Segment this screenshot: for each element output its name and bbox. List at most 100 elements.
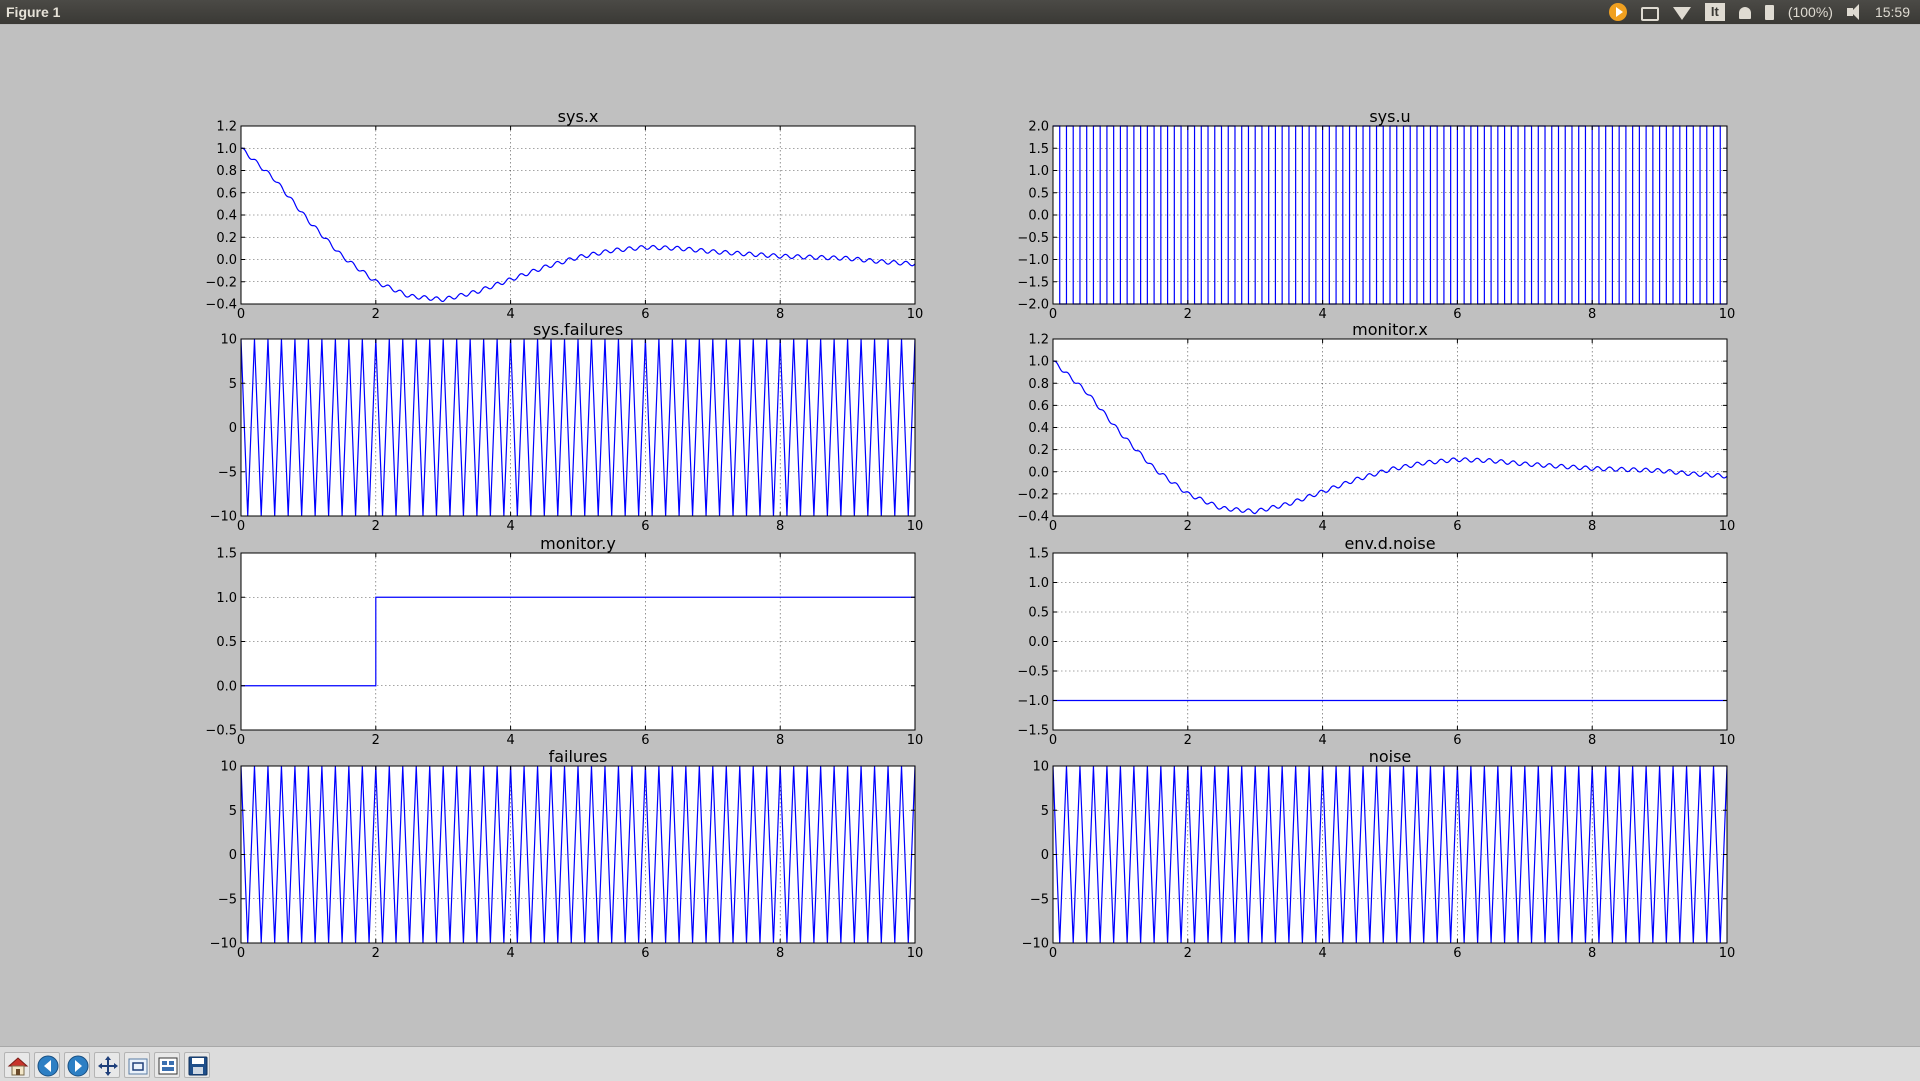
y-tick-label: 0.2	[216, 231, 237, 246]
x-tick-label: 0	[237, 519, 245, 534]
y-tick-label: 1.5	[1028, 547, 1049, 562]
x-tick-label: 10	[1719, 307, 1736, 322]
y-tick-label: 0.5	[1028, 606, 1049, 621]
x-tick-label: 8	[1588, 946, 1596, 961]
x-tick-label: 10	[907, 519, 924, 534]
subplot-sys-x[interactable]: 0 2 4 6 8 10 −0.4 −0.2 0.0 0.2 0.4 0.6 0.8 1.0 1.2 sys.…	[205, 107, 923, 322]
data-line-monitor-x	[1053, 360, 1727, 515]
subplots-icon	[158, 1057, 178, 1075]
home-icon	[7, 1057, 29, 1076]
y-tick-label: −0.2	[205, 275, 237, 290]
x-tick-label: 8	[776, 307, 784, 322]
y-tick-label: −1.0	[1017, 694, 1049, 709]
x-tick-label: 2	[372, 946, 380, 961]
x-tick-label: 0	[1049, 519, 1057, 534]
x-tick-label: 2	[372, 519, 380, 534]
x-tick-label: 8	[776, 733, 784, 748]
x-tick-label: 4	[506, 519, 514, 534]
y-tick-label: −10	[1022, 937, 1049, 952]
y-tick-label: 1.5	[216, 547, 237, 562]
y-tick-label: −0.4	[205, 298, 237, 313]
y-tick-label: −0.4	[1017, 510, 1049, 525]
system-tray: It (100%) 15:59	[1608, 2, 1910, 22]
y-tick-label: 0.8	[1028, 377, 1049, 392]
y-tick-label: 1.0	[1028, 355, 1049, 370]
top-panel: Figure 1 It (100%) 15:59	[0, 0, 1920, 24]
x-tick-label: 8	[1588, 307, 1596, 322]
y-tick-label: −0.5	[205, 724, 237, 739]
x-tick-label: 10	[1719, 519, 1736, 534]
subplot-sys-u[interactable]: 0 2 4 6 8 10 −2.0 −1.5 −1.0 −0.5 0.0 0.5 1.0 1.5 2.0 sy…	[1017, 107, 1735, 322]
y-tick-label: −1.5	[1017, 724, 1049, 739]
subplot-title: monitor.y	[540, 534, 616, 553]
subplot-monitor-x[interactable]: 0 2 4 6 8 10 −0.4 −0.2 0.0 0.2 0.4 0.6 0.8 1.0 1.2 moni…	[1017, 320, 1735, 534]
wifi-icon[interactable]	[1672, 6, 1691, 20]
subplot-title: sys.x	[558, 107, 599, 126]
y-tick-label: 10	[220, 333, 237, 348]
x-tick-label: 4	[506, 307, 514, 322]
figure-svg: 0 2 4 6 8 10 −0.4 −0.2 0.0 0.2 0.4 0.6 0.8 1.0 1.2 sys.…	[205, 107, 1736, 961]
subplot-noise[interactable]: 0 2 4 6 8 10 −10 −5 0 5 10 noise	[1022, 747, 1736, 961]
subplot-monitor-y[interactable]: 0 2 4 6 8 10 −0.5 0.0 0.5 1.0 1.5 monitor.y	[205, 534, 923, 748]
clock[interactable]: 15:59	[1874, 4, 1910, 20]
y-tick-label: 0.0	[1028, 465, 1049, 480]
keyboard-layout-indicator[interactable]: It	[1704, 3, 1725, 21]
software-updater-icon[interactable]	[1608, 3, 1627, 21]
x-tick-label: 6	[1453, 307, 1461, 322]
subplot-title: sys.failures	[533, 320, 623, 339]
x-tick-label: 8	[776, 519, 784, 534]
x-tick-label: 2	[1184, 519, 1192, 534]
x-tick-label: 4	[1318, 946, 1326, 961]
y-tick-label: 1.2	[216, 120, 237, 135]
y-tick-label: 0.0	[216, 253, 237, 268]
y-tick-label: −5	[218, 892, 237, 907]
y-tick-label: 0	[229, 421, 237, 436]
x-tick-label: 8	[776, 946, 784, 961]
y-tick-label: 10	[220, 760, 237, 775]
printer-icon[interactable]	[1640, 7, 1659, 21]
navigation-toolbar	[0, 1046, 1920, 1081]
y-tick-label: 1.0	[1028, 576, 1049, 591]
pan-icon	[98, 1056, 118, 1076]
back-button[interactable]	[34, 1052, 60, 1078]
x-tick-label: 2	[1184, 946, 1192, 961]
data-line-sys-x	[241, 147, 915, 303]
x-tick-label: 0	[1049, 733, 1057, 748]
forward-button[interactable]	[64, 1052, 90, 1078]
y-tick-label: 0.5	[216, 635, 237, 650]
y-tick-label: −1.0	[1017, 253, 1049, 268]
window-title: Figure 1	[6, 4, 61, 20]
y-tick-label: 2.0	[1028, 120, 1049, 135]
figure-canvas[interactable]: 0 2 4 6 8 10 −0.4 −0.2 0.0 0.2 0.4 0.6 0.8 1.0 1.2 sys.…	[0, 24, 1920, 1048]
y-tick-label: 5	[1041, 804, 1049, 819]
subplot-failures[interactable]: 0 2 4 6 8 10 −10 −5 0 5 10 failures	[210, 747, 924, 961]
y-tick-label: 1.0	[216, 591, 237, 606]
y-tick-label: 0.6	[1028, 399, 1049, 414]
y-tick-label: 0.6	[216, 186, 237, 201]
y-tick-label: 5	[229, 377, 237, 392]
subplot-title: sys.u	[1369, 107, 1410, 126]
notification-bell-icon[interactable]	[1738, 6, 1751, 19]
y-tick-label: −0.5	[1017, 231, 1049, 246]
subplot-title: monitor.x	[1352, 320, 1428, 339]
subplot-title: noise	[1369, 747, 1412, 766]
subplots-button[interactable]	[154, 1052, 180, 1078]
home-button[interactable]	[4, 1052, 30, 1078]
x-tick-label: 2	[1184, 307, 1192, 322]
y-tick-label: 0.4	[1028, 421, 1049, 436]
volume-icon[interactable]	[1846, 4, 1859, 20]
x-tick-label: 8	[1588, 733, 1596, 748]
zoom-button[interactable]	[124, 1052, 150, 1078]
zoom-icon	[128, 1058, 148, 1075]
subplot-sys-failures[interactable]: 0 2 4 6 8 10 −10 −5 0 5 10 sys.failures	[210, 320, 924, 534]
x-tick-label: 4	[506, 946, 514, 961]
battery-icon[interactable]	[1764, 4, 1774, 20]
y-tick-label: 0.5	[1028, 186, 1049, 201]
x-tick-label: 0	[1049, 307, 1057, 322]
save-button[interactable]	[184, 1052, 210, 1078]
subplot-env-d-noise[interactable]: 0 2 4 6 8 10 −1.5 −1.0 −0.5 0.0 0.5 1.0 1.5 env.d.noi…	[1017, 534, 1735, 748]
pan-button[interactable]	[94, 1052, 120, 1078]
battery-percentage[interactable]: (100%)	[1787, 4, 1833, 20]
x-tick-label: 8	[1588, 519, 1596, 534]
y-tick-label: 0.0	[1028, 635, 1049, 650]
